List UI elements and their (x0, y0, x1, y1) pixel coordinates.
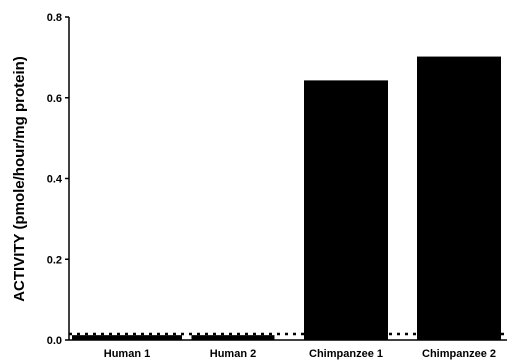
y-tick-label-4: 0.8 (47, 12, 62, 24)
x-category-label-1: Human 1 (104, 348, 150, 360)
y-tick-label-3: 0.6 (47, 93, 62, 105)
x-category-label-3: Chimpanzee 1 (309, 348, 383, 360)
y-tick-label-1: 0.2 (47, 254, 62, 266)
y-axis-title: ACTIVITY (pmole/hour/mg protein) (11, 56, 28, 302)
y-tick-label-0: 0.0 (47, 335, 62, 347)
plot-area: 0.0 0.2 0.4 0.6 0.8 Human 1 Human 2 Chimpanzee … (47, 12, 507, 360)
bar-4 (417, 56, 501, 340)
bar-3 (304, 80, 388, 341)
x-category-label-2: Human 2 (210, 348, 256, 360)
y-tick-label-2: 0.4 (47, 174, 63, 186)
bar-1 (72, 335, 182, 340)
bar-2 (191, 335, 275, 340)
x-category-label-4: Chimpanzee 2 (422, 348, 496, 360)
